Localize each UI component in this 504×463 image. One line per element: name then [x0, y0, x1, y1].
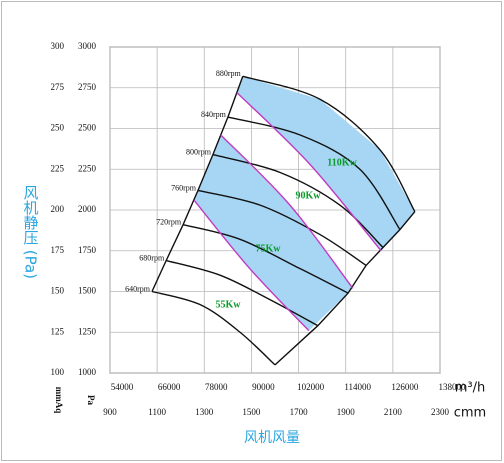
x2-tick-label: 1500 — [242, 407, 261, 417]
y2-unit: mmAq — [54, 387, 64, 414]
y2-tick-label: 125 — [51, 326, 65, 336]
power-label: 75Kw — [256, 243, 282, 254]
x2-tick-label: 1900 — [337, 407, 356, 417]
rpm-label: 720rpm — [156, 217, 182, 226]
y-tick-label: 2250 — [78, 163, 97, 173]
y2-tick-label: 100 — [51, 367, 65, 377]
rpm-curve — [151, 290, 276, 366]
envelope-left — [151, 76, 244, 292]
rpm-label: 880rpm — [216, 69, 242, 78]
x-tick-label: 78000 — [205, 382, 228, 392]
y-tick-label: 2500 — [78, 123, 97, 133]
x2-tick-label: 1300 — [195, 407, 214, 417]
y2-tick-label: 250 — [51, 123, 65, 133]
envelope-right — [274, 211, 416, 366]
y-tick-label: 1500 — [78, 286, 97, 296]
y2-tick-label: 200 — [51, 204, 65, 214]
power-label: 55Kw — [216, 299, 242, 310]
y2-tick-label: 150 — [51, 286, 65, 296]
y2-tick-label: 275 — [51, 82, 65, 92]
x2-tick-label: 900 — [103, 407, 117, 417]
x2-tick-label: 2100 — [384, 407, 403, 417]
y-tick-label: 3000 — [78, 41, 97, 51]
x-tick-label: 54000 — [111, 382, 134, 392]
y-tick-label: 1750 — [78, 245, 97, 255]
power-line — [236, 92, 382, 252]
y2-tick-label: 225 — [51, 163, 65, 173]
rpm-label: 840rpm — [201, 110, 227, 119]
y-tick-label: 2000 — [78, 204, 97, 214]
rpm-curve — [197, 189, 367, 267]
x-tick-label: 138000 — [439, 382, 467, 392]
rpm-curve — [227, 116, 401, 230]
x-tick-label: 102000 — [297, 382, 325, 392]
x2-unit: cmm — [454, 406, 486, 421]
rpm-label: 680rpm — [139, 253, 165, 262]
x-axis-title: 风机风量 — [244, 430, 300, 446]
y2-tick-label: 300 — [51, 41, 65, 51]
x2-tick-label: 2300 — [431, 407, 450, 417]
rpm-curve — [242, 75, 416, 212]
power-label: 110Kw — [327, 157, 357, 168]
x-unit: m³/h — [455, 381, 486, 396]
x-tick-label: 126000 — [391, 382, 419, 392]
rpm-curve — [165, 259, 319, 327]
rpm-curve — [182, 223, 349, 294]
x-tick-label: 114000 — [344, 382, 371, 392]
y2-tick-label: 175 — [51, 245, 65, 255]
y-tick-label: 1250 — [78, 326, 97, 336]
y-unit: Pa — [86, 395, 96, 405]
power-line — [220, 134, 354, 289]
y-tick-label: 1000 — [78, 367, 97, 377]
power-band — [194, 135, 353, 331]
power-line — [193, 199, 310, 332]
rpm-label: 760rpm — [171, 183, 197, 192]
rpm-label: 800rpm — [186, 147, 212, 156]
x2-tick-label: 1100 — [148, 407, 166, 417]
power-label: 90Kw — [296, 190, 322, 201]
rpm-curve — [212, 153, 384, 248]
x-tick-label: 66000 — [158, 382, 181, 392]
y-tick-label: 2750 — [78, 82, 97, 92]
power-band — [236, 76, 415, 251]
rpm-label: 640rpm — [125, 284, 151, 293]
x-tick-label: 90000 — [252, 382, 275, 392]
y-axis-title: 风机静压 (Pa) — [22, 185, 40, 279]
x2-tick-label: 1700 — [290, 407, 309, 417]
